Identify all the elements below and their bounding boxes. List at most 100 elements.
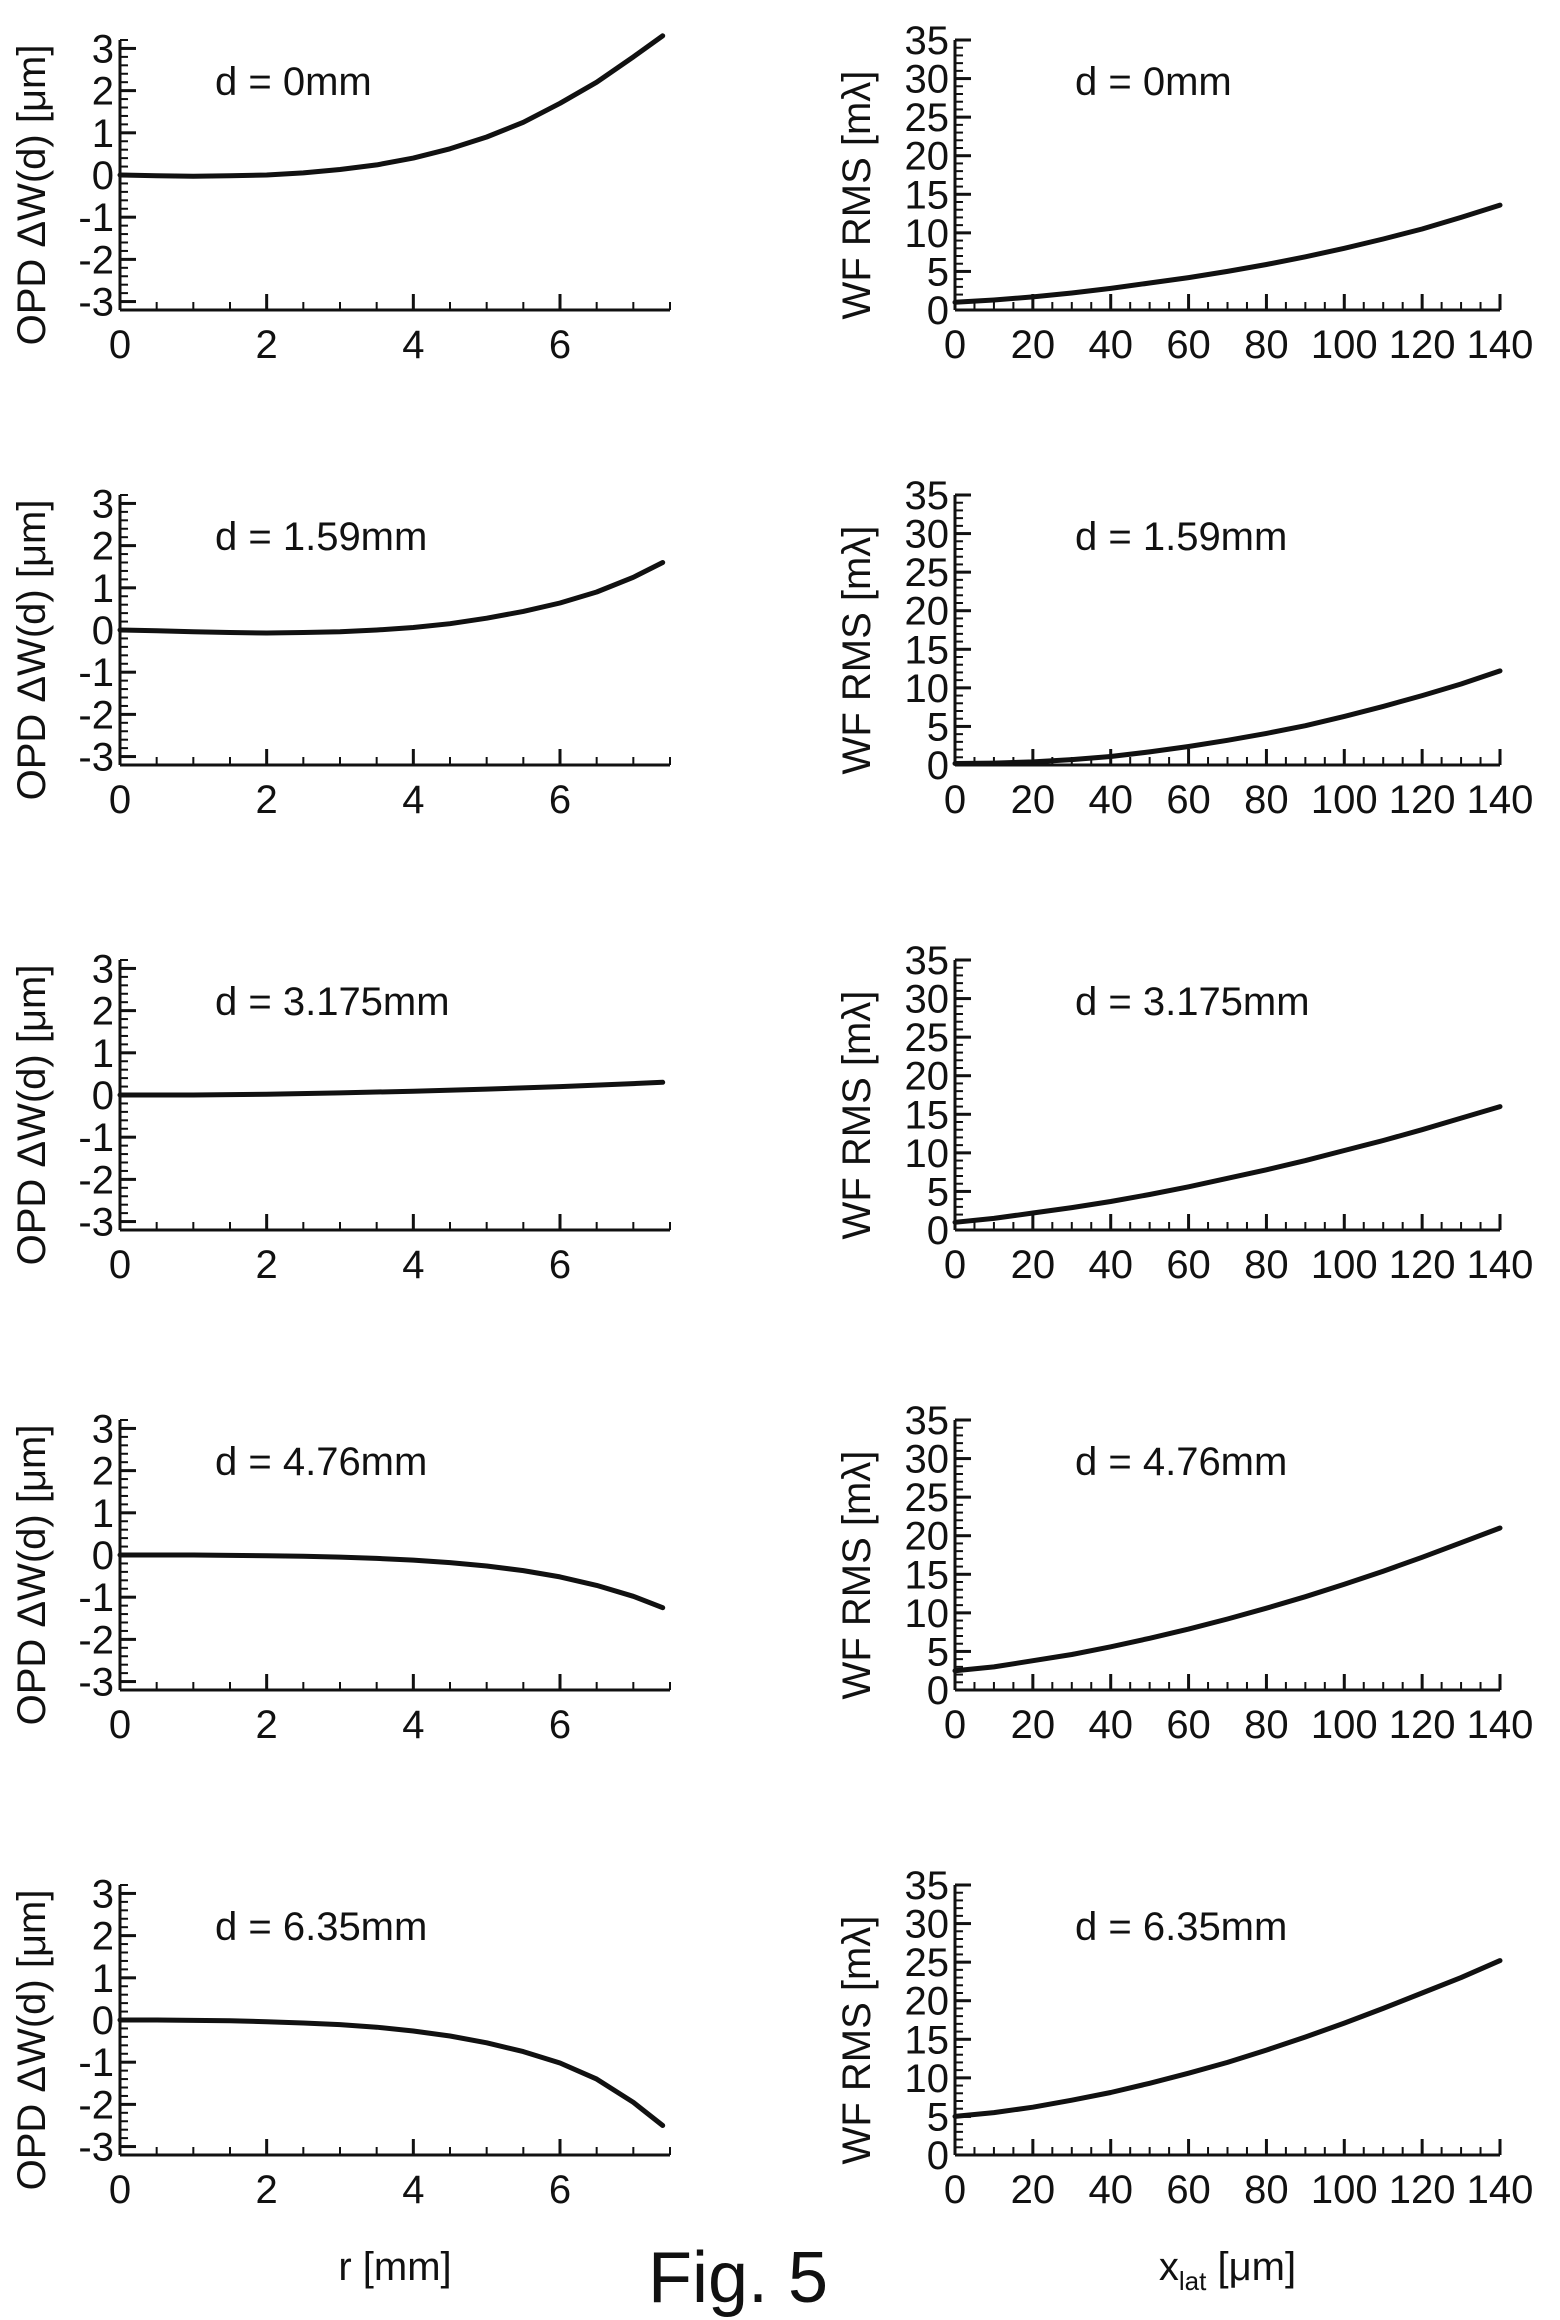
wf-5-y-tick-label: 20 [905,1980,950,2024]
wf-5-x-tick-label: 140 [1467,2168,1534,2212]
wf-2-y-axis-title: WF RMS [mλ] [835,526,879,775]
wf-2-series-line [952,668,1503,766]
opd-2-x-tick-label: 4 [402,778,424,822]
opd-5-series-line [117,2017,666,2128]
opd-3-series-line [117,1079,666,1098]
opd-3-y-tick-label: -1 [78,1116,114,1160]
opd-2-y-tick-label: 0 [92,609,114,653]
wf-3-y-tick-label: 35 [905,939,950,983]
opd-1-y-tick-label: 1 [92,112,114,156]
wf-3-x-tick-label: 140 [1467,1243,1534,1287]
opd-2-y-axis-title: OPD ΔW(d) [μm] [10,500,54,801]
wf-4-annotation: d = 4.76mm [1075,1440,1287,1484]
wf-5-y-axis-title: WF RMS [mλ] [835,1916,879,2165]
wf-4-y-tick-label: 25 [905,1476,950,1520]
opd-4-y-tick-label: 1 [92,1492,114,1536]
wf-5-series-line [952,1958,1503,2119]
opd-5-y-tick-label: -1 [78,2041,114,2085]
wf-5-x-tick-label: 60 [1166,2168,1211,2212]
opd-5-y-tick-label: 2 [92,1915,114,1959]
wf-2-x-tick-label: 0 [944,778,966,822]
wf-4-y-tick-label: 20 [905,1515,950,1559]
wf-2-y-tick-label: 5 [927,705,949,749]
opd-1-series-line [117,33,666,179]
wf-3-x-tick-label: 0 [944,1243,966,1287]
opd-4-series-line [117,1552,666,1611]
wf-2-y-tick-label: 35 [905,474,950,518]
wf-4-x-tick-label: 140 [1467,1703,1534,1747]
wf-2-x-tick-label: 120 [1389,778,1456,822]
opd-3-x-tick-label: 6 [549,1243,571,1287]
opd-4-y-tick-label: -1 [78,1576,114,1620]
wf-1-x-tick-label: 80 [1244,323,1289,367]
wf-4-y-tick-label: 35 [905,1399,950,1443]
wf-2-x-tick-label: 40 [1088,778,1133,822]
wf-4-y-tick-label: 5 [927,1630,949,1674]
wf-1-y-tick-label: 10 [905,212,950,256]
wf-5-x-tick-label: 40 [1088,2168,1133,2212]
wf-1-y-tick-label: 5 [927,250,949,294]
wf-5-x-axis-title: xlat [μm] [1159,2245,1296,2296]
wf-2-y-tick-label: 30 [905,513,950,557]
wf-1-y-tick-label: 25 [905,96,950,140]
opd-3-y-tick-label: -3 [78,1201,114,1245]
wf-4-x-tick-label: 100 [1311,1703,1378,1747]
wf-4-x-tick-label: 0 [944,1703,966,1747]
opd-1-x-tick-label: 4 [402,323,424,367]
opd-1-y-tick-label: -2 [78,238,114,282]
opd-2-x-tick-label: 2 [256,778,278,822]
opd-4-x-tick-label: 0 [109,1703,131,1747]
wf-3-x-tick-label: 120 [1389,1243,1456,1287]
wf-3-x-tick-label: 60 [1166,1243,1211,1287]
opd-1-y-tick-label: -3 [78,281,114,325]
opd-5-x-tick-label: 4 [402,2168,424,2212]
opd-2-x-tick-label: 6 [549,778,571,822]
opd-2-y-tick-label: 1 [92,567,114,611]
wf-2-x-tick-label: 60 [1166,778,1211,822]
wf-2-y-tick-label: 20 [905,590,950,634]
wf-4-y-tick-label: 30 [905,1438,950,1482]
wf-3-series-line [952,1104,1503,1225]
wf-1-y-tick-label: 15 [905,173,950,217]
wf-5-x-tick-label: 80 [1244,2168,1289,2212]
opd-4-y-tick-label: -2 [78,1618,114,1662]
opd-4-y-tick-label: 0 [92,1534,114,1578]
wf-1-y-tick-label: 30 [905,58,950,102]
wf-4-y-axis-title: WF RMS [mλ] [835,1451,879,1700]
wf-5-y-tick-label: 25 [905,1941,950,1985]
wf-3-y-tick-label: 0 [927,1209,949,1253]
wf-1-y-tick-label: 0 [927,289,949,333]
wf-5-y-tick-label: 5 [927,2095,949,2139]
wf-4-y-tick-label: 0 [927,1669,949,1713]
wf-1-x-tick-label: 60 [1166,323,1211,367]
wf-1-y-axis-title: WF RMS [mλ] [835,71,879,320]
opd-4-y-tick-label: -3 [78,1661,114,1705]
opd-5-y-tick-label: -3 [78,2126,114,2170]
opd-5-y-tick-label: 3 [92,1872,114,1916]
wf-1-series-line [952,202,1503,305]
opd-4-y-tick-label: 3 [92,1407,114,1451]
opd-3-y-tick-label: 0 [92,1074,114,1118]
wf-3-y-tick-label: 25 [905,1016,950,1060]
opd-1-x-tick-label: 2 [256,323,278,367]
wf-5-x-tick-label: 0 [944,2168,966,2212]
wf-5-x-tick-label: 20 [1011,2168,1056,2212]
wf-2-y-tick-label: 15 [905,628,950,672]
opd-1-x-tick-label: 6 [549,323,571,367]
wf-1-x-tick-label: 0 [944,323,966,367]
wf-3-y-tick-label: 5 [927,1170,949,1214]
wf-3-y-tick-label: 10 [905,1132,950,1176]
opd-3-y-tick-label: 1 [92,1032,114,1076]
opd-1-y-tick-label: -1 [78,196,114,240]
opd-4-annotation: d = 4.76mm [215,1440,427,1484]
wf-2-annotation: d = 1.59mm [1075,515,1287,559]
wf-4-x-tick-label: 80 [1244,1703,1289,1747]
wf-1-x-tick-label: 40 [1088,323,1133,367]
opd-2-y-tick-label: -2 [78,693,114,737]
wf-5-y-tick-label: 10 [905,2057,950,2101]
wf-3-y-tick-label: 30 [905,978,950,1022]
